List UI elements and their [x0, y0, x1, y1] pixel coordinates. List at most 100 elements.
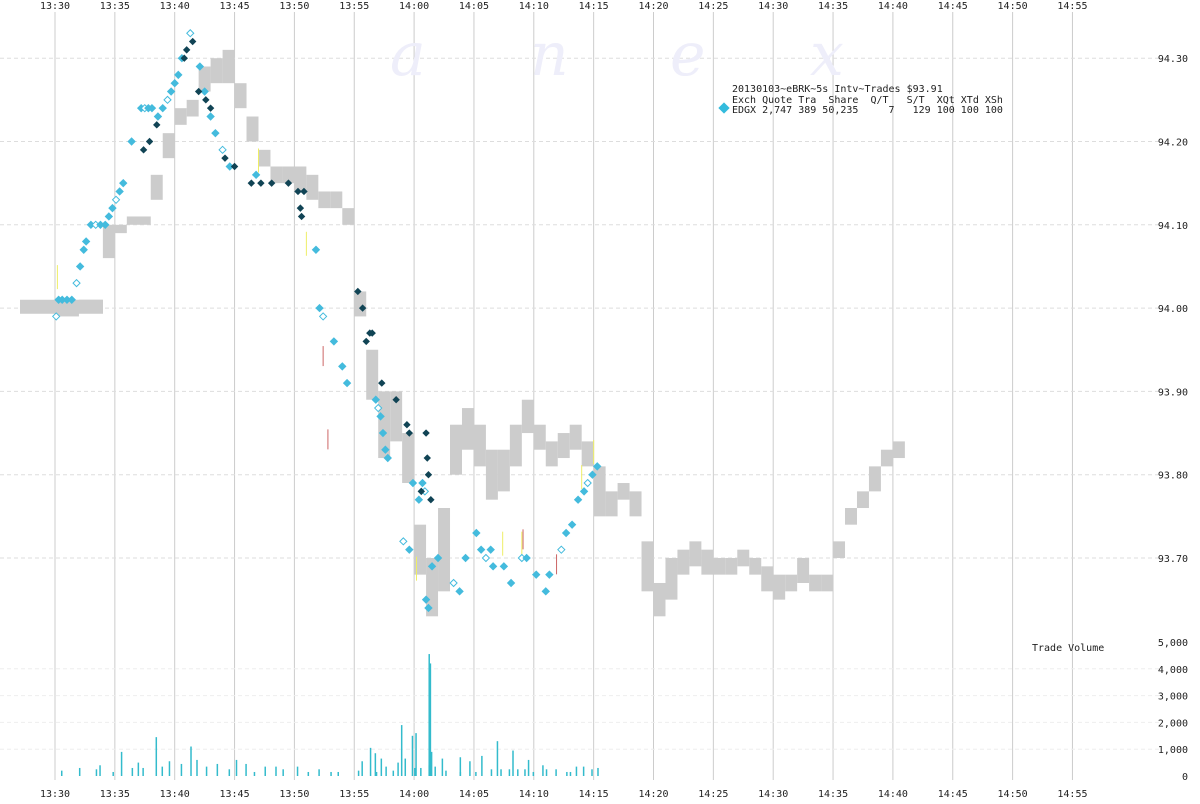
x-tick-label-top: 13:45	[219, 1, 249, 12]
x-tick-label-bottom: 14:20	[638, 789, 668, 800]
quote-band-segment	[593, 466, 606, 517]
volume-bar	[205, 766, 208, 776]
volume-bar	[318, 769, 320, 776]
quote-band-segment	[557, 433, 570, 459]
quote-band-segment	[509, 424, 522, 467]
volume-bar	[430, 751, 433, 776]
trade-marker-light	[573, 495, 583, 504]
trade-marker-dark	[392, 396, 400, 404]
trade-marker-light	[486, 545, 495, 554]
trade-marker-dark	[202, 96, 210, 104]
volume-tick-label: 4,000	[1158, 665, 1188, 676]
x-tick-label-top: 14:50	[998, 1, 1028, 12]
quote-band-segment	[426, 558, 439, 617]
volume-bar	[142, 767, 144, 776]
axes: 13:30 13:30 13:35 13:35 13:40 13:40 13:45 13:45…	[40, 1, 1188, 800]
quote-band-segment	[402, 433, 415, 484]
quote-ticks	[56, 148, 595, 581]
trade-marker-dark	[194, 87, 203, 96]
trade-marker-light	[51, 312, 61, 321]
x-tick-label-top: 14:55	[1057, 1, 1087, 12]
quote-band-segment	[569, 424, 582, 450]
volume-bar	[591, 769, 593, 776]
volume-bar	[95, 769, 98, 776]
x-tick-label-bottom: 14:25	[698, 789, 728, 800]
volume-bar	[112, 771, 114, 776]
quote-band-segment	[174, 108, 187, 125]
trade-marker-light	[338, 362, 347, 371]
quote-band-segment	[114, 224, 127, 234]
volume-bar	[137, 762, 140, 776]
trade-marker-light	[200, 87, 209, 96]
trade-markers	[51, 29, 602, 613]
volume-bar	[569, 771, 572, 776]
trade-marker-light	[433, 553, 443, 563]
volume-bar	[459, 757, 462, 776]
quote-band-segment	[892, 441, 905, 459]
volume-bar	[235, 759, 238, 776]
volume-bar	[282, 769, 284, 776]
x-tick-label-bottom: 14:15	[579, 789, 609, 800]
quote-band-segment	[390, 391, 403, 442]
quote-band-segment	[581, 441, 594, 467]
quote-band-segment	[258, 149, 271, 167]
quote-band-segment	[665, 558, 678, 600]
x-tick-label-bottom: 14:05	[459, 789, 489, 800]
volume-bar	[369, 747, 372, 776]
trade-marker-light	[81, 237, 91, 246]
price-tick-label: 93.70	[1158, 554, 1188, 565]
volume-bar	[374, 753, 377, 776]
trade-marker-light	[75, 262, 85, 271]
trade-marker-light	[381, 445, 390, 454]
x-tick-label-bottom: 13:55	[339, 789, 369, 800]
volume-bar	[527, 759, 530, 776]
x-tick-label-top: 14:00	[399, 1, 429, 12]
volume-bar	[296, 766, 299, 776]
volume-bar	[469, 761, 471, 776]
watermark-letter: x	[810, 20, 844, 90]
quote-band-segment	[521, 399, 534, 434]
watermark-letter: n	[530, 20, 569, 90]
trade-marker-light	[79, 245, 88, 254]
volume-bar	[397, 762, 399, 776]
trade-marker-dark	[230, 162, 239, 171]
quote-band-segment	[438, 508, 451, 592]
quote-band-segment	[677, 549, 690, 575]
legend-header: Exch Quote Tra Share Q/T S/T XQt XTd XSh	[732, 95, 1003, 106]
trade-marker-light	[472, 528, 481, 538]
volume-bar	[575, 766, 578, 776]
volume-bar	[392, 770, 395, 776]
quote-band-segment	[270, 166, 283, 184]
quote-band-segment	[318, 191, 331, 209]
legend: 20130103~eBRK~5s Intv~Trades $93.91 Exch…	[718, 84, 1003, 116]
trade-marker-dark	[182, 46, 191, 54]
quote-band-segment	[461, 408, 474, 450]
quote-band-segment	[198, 66, 211, 92]
trade-marker-light	[101, 220, 110, 230]
volume-bar	[330, 771, 332, 776]
quote-band-segment	[186, 99, 199, 117]
price-tick-label: 94.30	[1158, 54, 1188, 65]
watermark-letter: a	[390, 20, 426, 90]
quote-band-segment	[533, 424, 546, 450]
quote-band-segment	[785, 574, 798, 592]
x-tick-label-bottom: 13:35	[100, 789, 130, 800]
quote-band-segment	[856, 491, 869, 509]
x-tick-label-top: 14:20	[638, 1, 668, 12]
quote-band-segment	[354, 291, 367, 317]
trade-marker-dark	[297, 212, 306, 221]
volume-bar	[420, 767, 422, 776]
trade-marker-light	[373, 403, 383, 413]
volume-bar	[400, 725, 403, 776]
x-tick-label-bottom: 14:35	[818, 789, 848, 800]
quote-band-segment	[737, 549, 750, 567]
quote-band-segment	[809, 574, 822, 592]
x-tick-label-bottom: 14:30	[758, 789, 788, 800]
quote-band-segment	[330, 191, 343, 209]
volume-bar	[475, 771, 477, 776]
volume-bar	[415, 733, 417, 776]
x-tick-label-top: 14:30	[758, 1, 788, 12]
trade-marker-dark	[257, 179, 265, 187]
quote-band-segment	[629, 491, 642, 517]
volume-tick-label: 5,000	[1158, 638, 1188, 649]
